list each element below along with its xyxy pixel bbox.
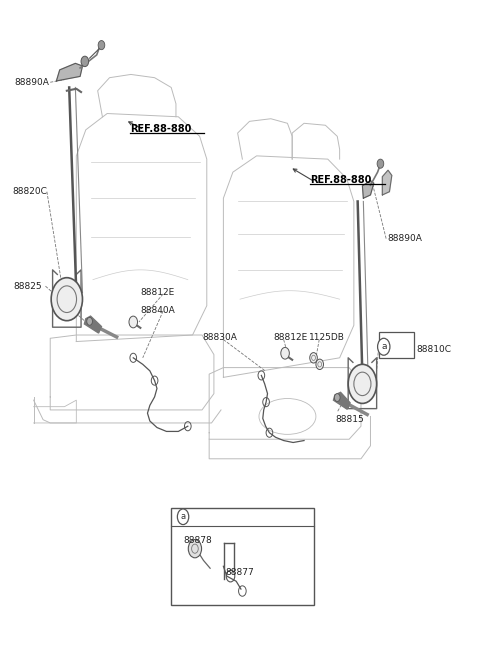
Polygon shape: [362, 181, 374, 198]
Circle shape: [281, 348, 289, 359]
Text: REF.88-880: REF.88-880: [310, 175, 372, 185]
Circle shape: [378, 338, 390, 355]
Circle shape: [335, 394, 340, 401]
Text: 88820C: 88820C: [12, 187, 47, 196]
Polygon shape: [334, 392, 350, 409]
Text: REF.88-880: REF.88-880: [130, 124, 192, 134]
Polygon shape: [383, 170, 392, 195]
Text: 1125DB: 1125DB: [309, 333, 345, 342]
Text: 88890A: 88890A: [387, 234, 422, 243]
Text: 88877: 88877: [226, 568, 254, 578]
Text: a: a: [381, 342, 386, 351]
Text: 88830A: 88830A: [202, 333, 237, 342]
Text: a: a: [180, 512, 186, 521]
Circle shape: [178, 509, 189, 524]
Polygon shape: [56, 63, 83, 81]
Circle shape: [348, 365, 377, 403]
Text: 88815: 88815: [335, 415, 364, 424]
Circle shape: [188, 539, 202, 558]
Text: 88810C: 88810C: [417, 345, 452, 354]
Text: 88840A: 88840A: [140, 306, 175, 315]
Circle shape: [87, 317, 93, 325]
Circle shape: [316, 359, 324, 369]
Text: 88878: 88878: [183, 535, 212, 545]
Text: 88812E: 88812E: [273, 333, 308, 342]
Circle shape: [377, 159, 384, 168]
Circle shape: [51, 278, 83, 321]
Polygon shape: [84, 316, 101, 333]
Text: 88825: 88825: [13, 282, 42, 290]
Bar: [379, 332, 414, 358]
Circle shape: [129, 316, 138, 328]
Bar: [171, 508, 313, 605]
Circle shape: [98, 41, 105, 50]
Text: 88812E: 88812E: [140, 288, 175, 297]
Text: 88890A: 88890A: [14, 78, 49, 87]
Circle shape: [310, 353, 317, 363]
Circle shape: [81, 57, 89, 66]
